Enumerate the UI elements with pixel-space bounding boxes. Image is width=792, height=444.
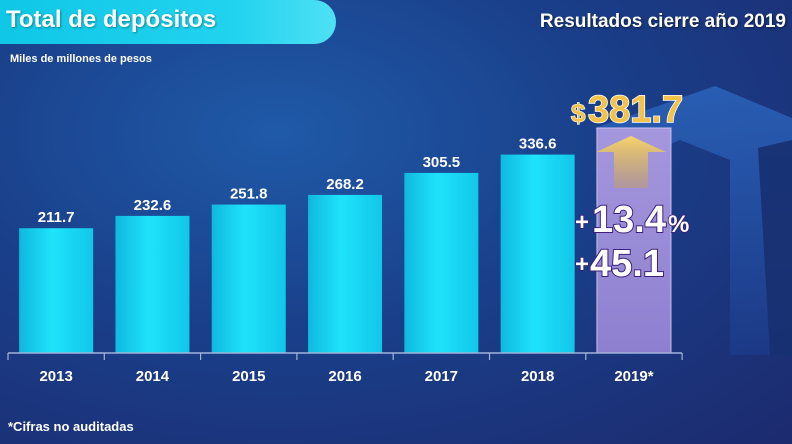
category-label-2015: 2015 <box>232 368 265 385</box>
category-label-2013: 2013 <box>39 368 72 385</box>
value-label-2014: 232.6 <box>134 197 172 214</box>
total-dollar-sign: $ <box>571 98 586 128</box>
growth-arrow-icon <box>596 136 666 188</box>
growth-pct-sign: + <box>575 209 589 236</box>
bar-2016 <box>308 194 383 353</box>
value-label-2016: 268.2 <box>326 176 364 193</box>
value-label-2013: 211.7 <box>38 209 75 226</box>
background-arrow-column <box>758 140 792 355</box>
growth-abs-sign: + <box>575 251 589 278</box>
growth-abs-value: 45.1 <box>590 243 664 285</box>
growth-pct-unit: % <box>668 211 689 238</box>
category-label-2016: 2016 <box>328 368 361 385</box>
category-label-2018: 2018 <box>521 368 554 385</box>
growth-pct-value: 13.4 <box>592 199 666 241</box>
footnote-unaudited: *Cifras no auditadas <box>8 419 134 434</box>
bar-2015 <box>211 204 286 353</box>
units-label: Miles de millones de pesos <box>10 53 152 65</box>
results-subtitle: Resultados cierre año 2019 <box>539 11 786 32</box>
category-label-2019: 2019* <box>614 368 653 385</box>
bar-2017 <box>404 172 479 353</box>
value-label-2017: 305.5 <box>423 154 461 171</box>
bar-2013 <box>19 228 94 353</box>
bar-2014 <box>115 215 190 353</box>
category-label-2017: 2017 <box>425 368 458 385</box>
bar-2018 <box>500 154 575 353</box>
total-2019-value: 381.7 <box>588 89 683 131</box>
title-banner <box>0 0 336 44</box>
page-title: Total de depósitos <box>6 6 217 33</box>
value-label-2018: 336.6 <box>519 136 557 153</box>
value-label-2015: 251.8 <box>230 186 268 203</box>
category-label-2014: 2014 <box>136 368 170 385</box>
